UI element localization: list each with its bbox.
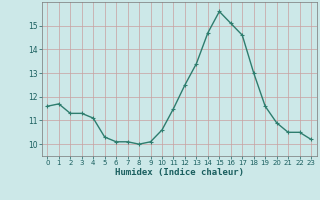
- X-axis label: Humidex (Indice chaleur): Humidex (Indice chaleur): [115, 168, 244, 177]
